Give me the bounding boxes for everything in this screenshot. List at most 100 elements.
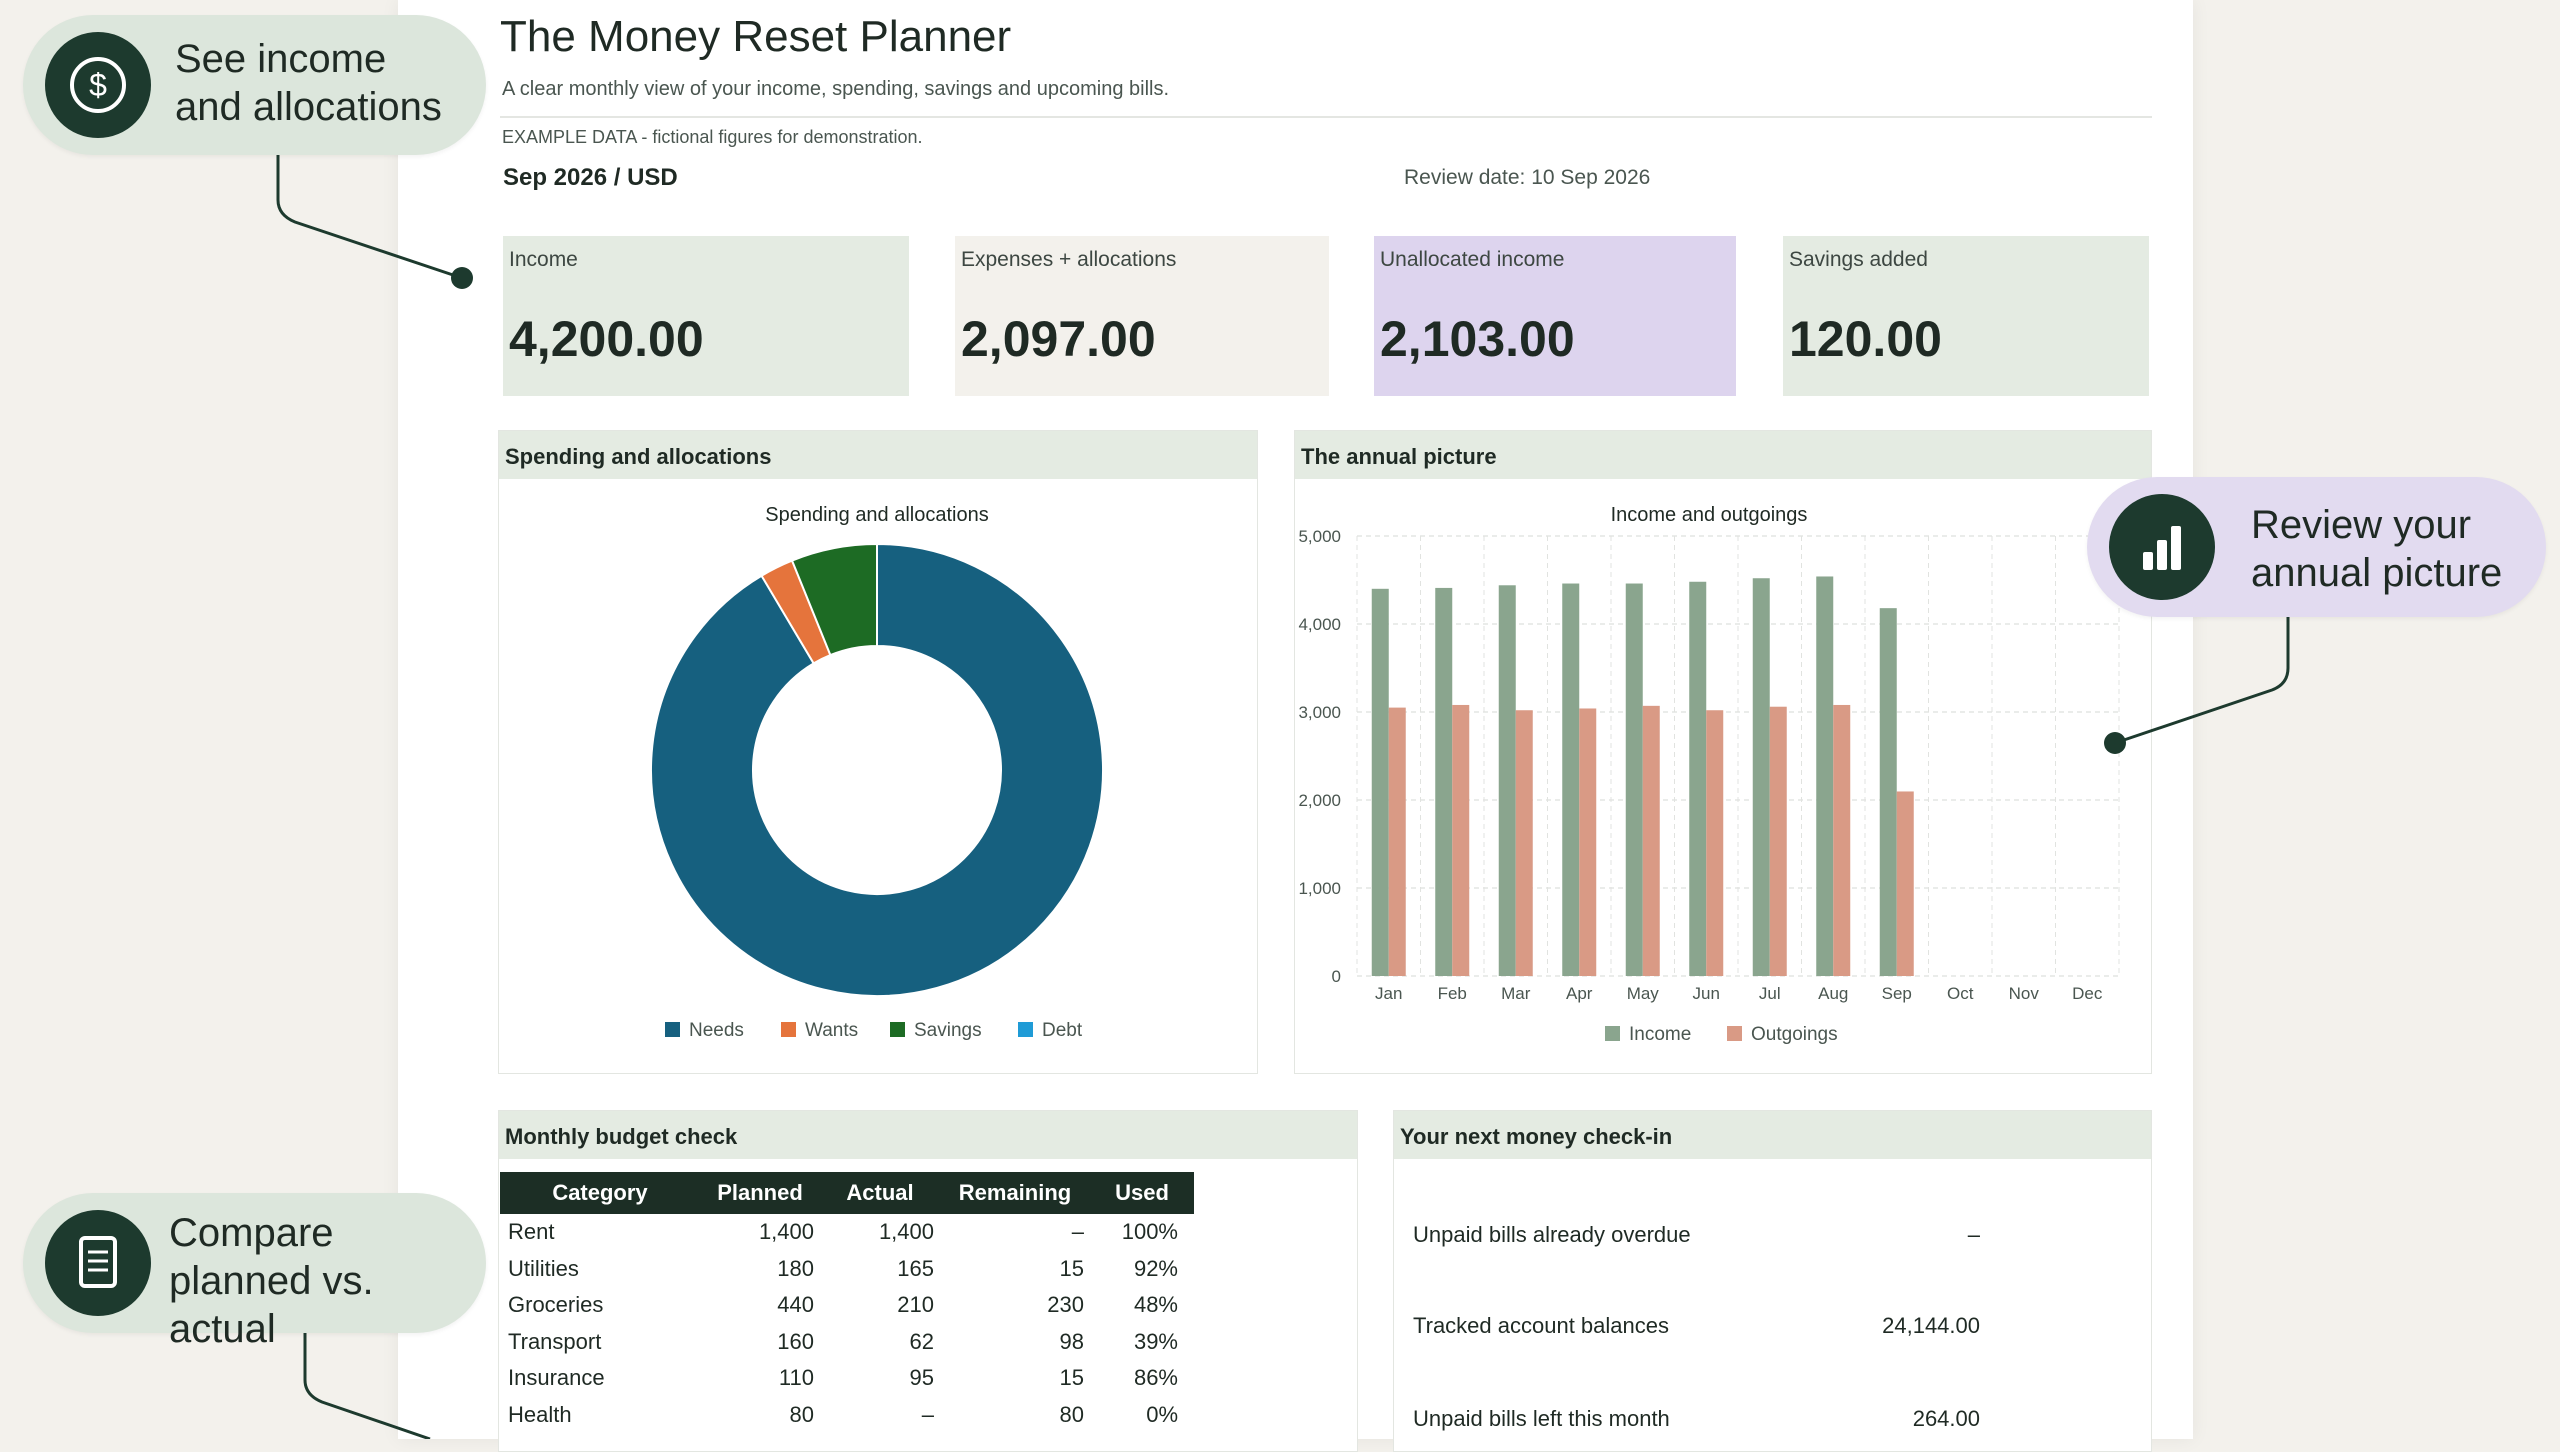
page-title: The Money Reset Planner [500,12,1012,61]
cell-planned: 110 [778,1365,814,1391]
legend-swatch-debt [1018,1022,1033,1037]
budget-panel-title: Monthly budget check [505,1124,738,1149]
x-tick-label: Dec [2072,984,2103,1003]
kpi-label: Savings added [1789,248,1928,271]
cell-planned: 160 [777,1328,814,1354]
cell-category: Utilities [508,1255,579,1281]
callout-line: annual picture [2251,551,2503,595]
annual-panel-header: The annual picture [1295,431,2151,479]
y-tick-label: 3,000 [1298,703,1341,722]
cell-actual: – [921,1401,934,1427]
table-row: Rent 1,400 1,400 – 100% [500,1214,1194,1251]
x-tick-label: Feb [1438,984,1467,1003]
kpi-card-expenses: Expenses + allocations 2,097.00 [955,236,1329,396]
bar-income-jun [1689,581,1707,976]
legend-label-outgoings: Outgoings [1751,1024,1838,1045]
bar-outgoings-jun [1706,710,1724,976]
kpi-label: Unallocated income [1380,248,1565,271]
cell-used: 86% [1133,1365,1178,1391]
review-date: Review date: 10 Sep 2026 [1404,166,1651,189]
bar-outgoings-sep [1896,791,1914,976]
budget-header-row: Category Planned Actual Remaining Used [500,1172,1194,1214]
callout-line: planned vs. actual [169,1259,374,1351]
annual-panel-title: The annual picture [1301,444,1497,469]
bar-outgoings-jul [1769,706,1787,976]
cell-category: Rent [508,1219,555,1245]
donut-title: Spending and allocations [765,504,989,526]
cell-used: 92% [1133,1255,1178,1281]
y-tick-label: 4,000 [1298,615,1341,634]
table-row: Groceries 440 210 230 48% [500,1287,1194,1324]
bar-outgoings-feb [1452,704,1470,976]
cell-remaining: 15 [1059,1255,1084,1281]
bar-outgoings-may [1642,705,1660,976]
donut-slice-savings [790,542,878,657]
table-row: Health 80 – 80 0% [500,1397,1194,1434]
x-tick-label: May [1627,984,1660,1003]
legend-swatch-outgoings [1727,1026,1742,1041]
y-tick-label: 0 [1332,967,1341,986]
dollar-icon: $ [45,32,151,138]
budget-panel: Monthly budget check [498,1110,1358,1452]
column-header-used[interactable]: Used [1090,1172,1194,1214]
legend-swatch-needs [665,1022,680,1037]
callout-income: $ See income and allocations [23,15,486,155]
cell-remaining: – [1071,1219,1084,1245]
callout-annual-text: Review your annual picture [2251,501,2502,597]
bar-outgoings-aug [1833,704,1851,976]
bar-income-may [1625,583,1643,976]
x-tick-label: Apr [1566,984,1593,1003]
page-subtitle: A clear monthly view of your income, spe… [502,78,1170,100]
cell-actual: 62 [909,1328,934,1354]
kpi-card-savings: Savings added 120.00 [1783,236,2149,396]
bar-chart-title: Income and outgoings [1611,504,1808,526]
legend-label-savings: Savings [914,1020,982,1041]
cell-used: 48% [1133,1292,1178,1318]
bar-income-jul [1752,578,1770,976]
donut-chart: Spending and allocations Needs Wants Saving… [650,504,1104,1041]
bar-income-apr [1562,583,1580,976]
checkin-label-overdue: Unpaid bills already overdue [1413,1222,1691,1247]
x-tick-label: Mar [1501,984,1531,1003]
callout-line: Compare [169,1211,334,1255]
legend-label-debt: Debt [1042,1020,1083,1041]
bar-income-feb [1435,587,1453,976]
spending-panel: Spending and allocations [498,430,1258,1074]
checkin-panel-header: Your next money check-in [1394,1111,2151,1159]
x-tick-label: Aug [1818,984,1848,1003]
column-header-planned[interactable]: Planned [700,1172,820,1214]
kpi-label: Expenses + allocations [961,248,1177,271]
callout-annual: Review your annual picture [2087,477,2546,617]
cell-actual: 165 [897,1255,934,1281]
bar-income-aug [1816,576,1834,976]
kpi-card-income: Income 4,200.00 [503,236,909,396]
checkin-label-balances: Tracked account balances [1413,1313,1669,1338]
callout-line: See income [175,37,387,81]
legend-label-income: Income [1629,1024,1691,1045]
bar-chart-icon [2109,494,2215,600]
callout-line: Review your [2251,503,2472,547]
cell-actual: 95 [909,1365,934,1391]
spending-panel-title: Spending and allocations [505,444,772,469]
cell-planned: 440 [777,1292,814,1318]
budget-table: Category Planned Actual Remaining Used R… [500,1172,1194,1433]
x-tick-label: Jun [1693,984,1720,1003]
cell-remaining: 80 [1059,1401,1084,1427]
checkin-value-balances: 24,144.00 [1882,1313,1980,1338]
y-tick-label: 1,000 [1298,879,1341,898]
column-header-remaining[interactable]: Remaining [940,1172,1090,1214]
cell-actual: 1,400 [878,1219,934,1245]
kpi-value: 4,200.00 [509,311,704,367]
x-tick-label: Nov [2009,984,2040,1003]
kpi-label: Income [509,248,578,271]
x-tick-label: Jan [1375,984,1402,1003]
spending-panel-header: Spending and allocations [499,431,1257,479]
kpi-card-unallocated: Unallocated income 2,103.00 [1374,236,1736,396]
cell-planned: 80 [789,1401,814,1427]
example-data-note: EXAMPLE DATA - fictional figures for dem… [502,127,923,147]
column-header-category[interactable]: Category [500,1172,700,1214]
legend-swatch-wants [781,1022,796,1037]
callout-compare-text: Compare planned vs. actual [169,1209,486,1353]
legend-label-wants: Wants [805,1020,858,1041]
column-header-actual[interactable]: Actual [820,1172,940,1214]
